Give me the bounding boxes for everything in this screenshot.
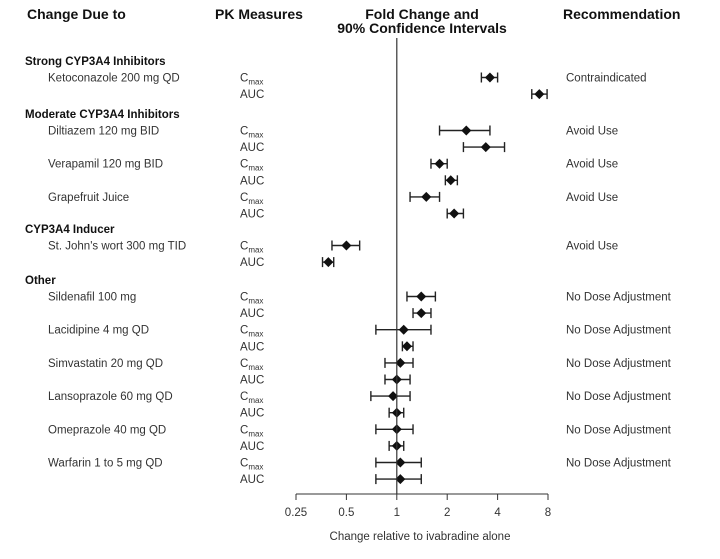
recommendation-label: Avoid Use bbox=[566, 159, 618, 171]
treatment-label: Verapamil 120 mg BID bbox=[48, 159, 163, 171]
estimate-marker bbox=[398, 324, 409, 335]
x-tick-label: 1 bbox=[394, 507, 400, 519]
x-tick-label: 0.25 bbox=[285, 507, 307, 519]
pk-label: AUC bbox=[240, 89, 264, 101]
pk-label: Cmax bbox=[240, 159, 263, 173]
pk-label: AUC bbox=[240, 408, 264, 420]
recommendation-label: Avoid Use bbox=[566, 241, 618, 253]
pk-label: AUC bbox=[240, 375, 264, 387]
pk-label: Cmax bbox=[240, 241, 263, 255]
treatment-label: Warfarin 1 to 5 mg QD bbox=[48, 458, 163, 470]
recommendation-label: No Dose Adjustment bbox=[566, 424, 672, 436]
recommendation-label: No Dose Adjustment bbox=[566, 325, 672, 337]
pk-label: Cmax bbox=[240, 126, 263, 140]
group-label: Other bbox=[25, 275, 56, 287]
treatment-label: Ketoconazole 200 mg QD bbox=[48, 73, 180, 85]
x-tick-label: 8 bbox=[545, 507, 551, 519]
pk-label: Cmax bbox=[240, 325, 263, 339]
estimate-marker bbox=[395, 357, 406, 368]
treatment-label: Sildenafil 100 mg bbox=[48, 292, 136, 304]
group-label: Strong CYP3A4 Inhibitors bbox=[25, 56, 166, 68]
estimate-marker bbox=[484, 72, 495, 83]
estimate-marker bbox=[401, 341, 412, 352]
pk-label: AUC bbox=[240, 209, 264, 221]
pk-label: AUC bbox=[240, 441, 264, 453]
pk-label: Cmax bbox=[240, 458, 263, 472]
header-recommendation: Recommendation bbox=[563, 6, 680, 22]
treatment-label: Lacidipine 4 mg QD bbox=[48, 325, 149, 337]
pk-label: AUC bbox=[240, 308, 264, 320]
recommendation-label: No Dose Adjustment bbox=[566, 292, 672, 304]
recommendation-label: No Dose Adjustment bbox=[566, 458, 672, 470]
pk-label: Cmax bbox=[240, 292, 263, 306]
estimate-marker bbox=[323, 257, 334, 268]
group-label: CYP3A4 Inducer bbox=[25, 224, 115, 236]
estimate-marker bbox=[416, 308, 427, 319]
estimate-marker bbox=[421, 191, 432, 202]
pk-label: AUC bbox=[240, 257, 264, 269]
pk-label: Cmax bbox=[240, 391, 263, 405]
recommendation-label: Avoid Use bbox=[566, 192, 618, 204]
treatment-label: St. John's wort 300 mg TID bbox=[48, 241, 186, 253]
header-fold-change: Fold Change and bbox=[365, 6, 479, 22]
treatment-label: Diltiazem 120 mg BID bbox=[48, 126, 159, 138]
x-tick-label: 2 bbox=[444, 507, 450, 519]
pk-label: Cmax bbox=[240, 192, 263, 206]
estimate-marker bbox=[341, 240, 352, 251]
header-pk-measures: PK Measures bbox=[215, 6, 303, 22]
estimate-marker bbox=[434, 158, 445, 169]
header-confidence-intervals: 90% Confidence Intervals bbox=[337, 20, 507, 36]
pk-label: AUC bbox=[240, 142, 264, 154]
estimate-marker bbox=[449, 208, 460, 219]
estimate-marker bbox=[445, 175, 456, 186]
estimate-marker bbox=[416, 291, 427, 302]
group-label: Moderate CYP3A4 Inhibitors bbox=[25, 109, 180, 121]
pk-label: AUC bbox=[240, 341, 264, 353]
pk-label: Cmax bbox=[240, 358, 263, 372]
recommendation-label: Avoid Use bbox=[566, 126, 618, 138]
treatment-label: Omeprazole 40 mg QD bbox=[48, 424, 166, 436]
pk-label: Cmax bbox=[240, 424, 263, 438]
recommendation-label: No Dose Adjustment bbox=[566, 391, 672, 403]
treatment-label: Grapefruit Juice bbox=[48, 192, 129, 204]
estimate-marker bbox=[395, 457, 406, 468]
estimate-marker bbox=[480, 142, 491, 153]
estimate-marker bbox=[461, 125, 472, 136]
pk-label: Cmax bbox=[240, 73, 263, 87]
pk-label: AUC bbox=[240, 175, 264, 187]
x-tick-label: 4 bbox=[494, 507, 501, 519]
recommendation-label: No Dose Adjustment bbox=[566, 358, 672, 370]
estimate-marker bbox=[395, 474, 406, 485]
estimate-marker bbox=[534, 89, 545, 100]
treatment-label: Simvastatin 20 mg QD bbox=[48, 358, 163, 370]
x-axis-label: Change relative to ivabradine alone bbox=[330, 531, 511, 543]
x-tick-label: 0.5 bbox=[338, 507, 354, 519]
treatment-label: Lansoprazole 60 mg QD bbox=[48, 391, 173, 403]
recommendation-label: Contraindicated bbox=[566, 73, 647, 85]
estimate-marker bbox=[388, 391, 399, 402]
header-change-due-to: Change Due to bbox=[27, 6, 126, 22]
pk-label: AUC bbox=[240, 474, 264, 486]
